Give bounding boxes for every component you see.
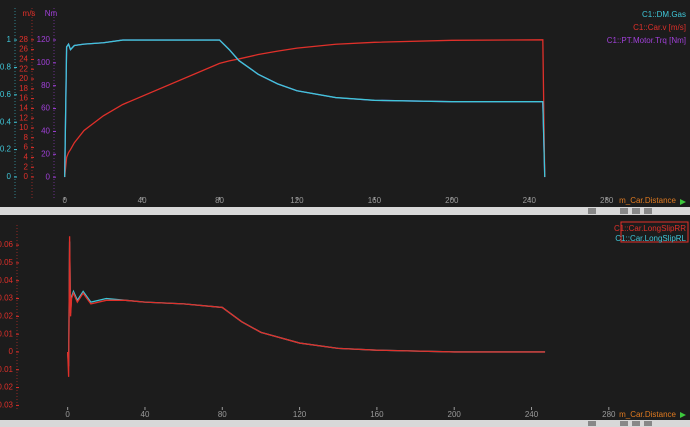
button[interactable] [620,208,628,214]
axis-unit: m/s [23,9,36,18]
y-tick-label: 16 [19,94,28,103]
y-tick-label: 0.2 [0,145,12,154]
series-line [64,39,546,178]
y-tick-label: 0.06 [0,240,14,249]
y-tick-label: -0.01 [0,365,14,374]
y-tick-label: 0 [46,172,51,181]
y-tick-label: 80 [41,81,50,90]
legend-entry: C1::Car.LongSlipRR [614,224,686,233]
y-tick-label: 40 [41,127,50,136]
button[interactable] [644,421,652,426]
button[interactable] [632,208,640,214]
button[interactable] [620,421,628,426]
x-tick-label: 0 [65,410,70,419]
x-tick-label: 160 [368,196,382,205]
x-tick-label: 200 [445,196,459,205]
x-axis-label: m_Car.Distance [619,196,676,205]
y-tick-label: 100 [37,58,51,67]
legend-entry: C1::DM.Gas [642,10,686,19]
button[interactable] [588,208,596,214]
y-tick-label: 4 [24,152,29,161]
x-tick-label: 120 [290,196,304,205]
y-tick-label: -0.03 [0,400,14,409]
y-tick-label: 1 [7,35,12,44]
y-tick-label: 0.01 [0,329,14,338]
y-tick-label: 12 [19,113,28,122]
series-line [67,236,546,377]
x-tick-label: 80 [218,410,227,419]
x-tick-label: 200 [448,410,462,419]
y-tick-label: -0.02 [0,383,14,392]
x-tick-label: 280 [600,196,614,205]
x-tick-label: 80 [215,196,224,205]
button[interactable] [632,421,640,426]
y-tick-label: 0.05 [0,258,14,267]
y-tick-label: 2 [24,162,29,171]
y-tick-label: 0 [9,347,14,356]
y-tick-label: 0.4 [0,117,12,126]
y-tick-label: 60 [41,104,50,113]
y-tick-label: 22 [19,64,28,73]
y-tick-label: 28 [19,35,28,44]
x-tick-label: 160 [370,410,384,419]
x-tick-label: 40 [138,196,147,205]
y-tick-label: 8 [24,133,29,142]
y-tick-label: 0.02 [0,311,14,320]
toolbar [0,207,690,215]
y-tick-label: 26 [19,45,28,54]
play-button[interactable] [680,199,686,205]
legend-entry: C1::Car.v [m/s] [633,23,686,32]
x-tick-label: 40 [141,410,150,419]
legend-box [620,221,689,243]
x-axis-label: m_Car.Distance [619,410,676,419]
y-tick-label: 0.03 [0,294,14,303]
y-tick-label: 20 [19,74,28,83]
y-tick-label: 14 [19,104,28,113]
legend-entry: C1::Car.LongSlipRL [615,234,686,243]
x-tick-label: 120 [293,410,307,419]
button[interactable] [644,208,652,214]
toolbar-buttons[interactable] [588,208,652,426]
legend-entry: C1::PT.Motor.Trq [Nm] [607,36,686,45]
y-tick-label: 18 [19,84,28,93]
y-tick-label: 0.6 [0,90,12,99]
play-button[interactable] [680,412,686,418]
x-tick-label: 280 [602,410,616,419]
series-line [64,39,546,178]
x-tick-label: 240 [525,410,539,419]
y-tick-label: 120 [37,35,51,44]
x-tick-label: 240 [523,196,537,205]
y-tick-label: 0.8 [0,63,12,72]
y-tick-label: 0.04 [0,276,14,285]
axis-unit: Nm [45,9,58,18]
y-tick-label: 10 [19,123,28,132]
x-tick-label: 0 [62,196,67,205]
y-tick-label: 0 [7,172,12,181]
button[interactable] [588,421,596,426]
y-tick-label: 24 [19,55,28,64]
toolbar [0,420,690,427]
y-tick-label: 20 [41,149,50,158]
y-tick-label: 0 [24,172,29,181]
y-tick-label: 6 [24,143,29,152]
